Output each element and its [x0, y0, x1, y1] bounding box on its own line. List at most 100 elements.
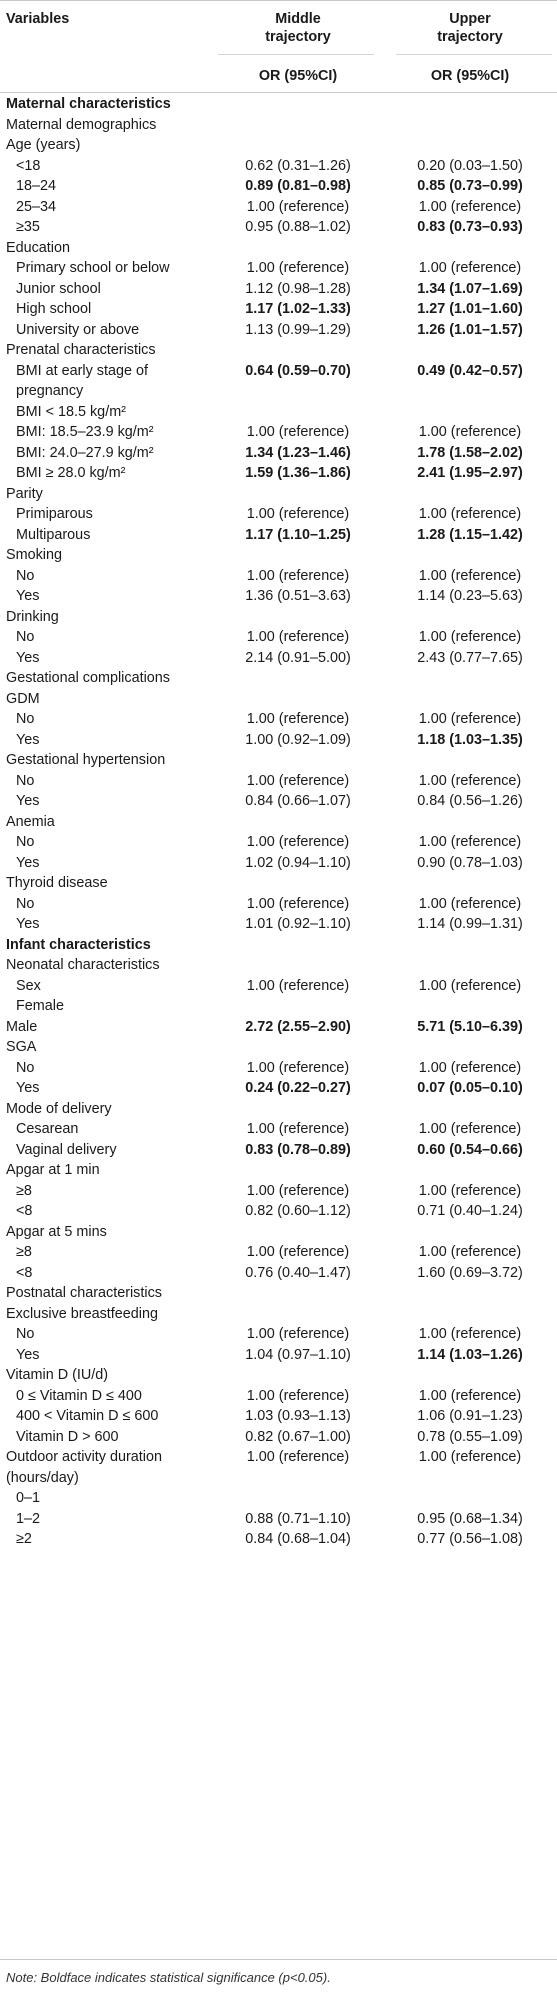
row-label: No — [16, 629, 35, 645]
row-label: SGA — [6, 1039, 37, 1055]
upper-or-value: 0.84 (0.56–1.26) — [417, 793, 523, 809]
row-label: Postnatal characteristics — [6, 1285, 162, 1301]
row-label-continued: Female — [16, 998, 64, 1014]
row-label: Sex — [16, 977, 41, 994]
row-label: Outdoor activity duration — [6, 1449, 162, 1465]
middle-or-value: 0.83 (0.78–0.89) — [245, 1141, 351, 1158]
row-label: ≥8 — [16, 1182, 32, 1199]
row-label: Parity — [6, 485, 43, 502]
row-label: 0 ≤ Vitamin D ≤ 400 — [16, 1387, 142, 1404]
middle-or-value: 2.72 (2.55–2.90) — [245, 1018, 351, 1035]
middle-or-value: 0.76 (0.40–1.47) — [245, 1264, 351, 1281]
header-upper-line1: Upper — [449, 11, 491, 27]
row-label: University or above — [16, 321, 140, 338]
upper-or-value: 1.00 (reference) — [418, 260, 522, 276]
upper-or-value: 0.49 (0.42–0.57) — [417, 362, 523, 379]
header-middle-or: OR (95%CI) — [258, 68, 338, 84]
section-heading: Infant characteristics — [6, 936, 151, 953]
upper-or-value: 0.60 (0.54–0.66) — [417, 1141, 523, 1158]
row-label: No — [16, 1326, 35, 1342]
upper-or-value: 2.41 (1.95–2.97) — [417, 465, 523, 481]
row-label: Age (years) — [6, 137, 81, 153]
middle-or-value: 1.59 (1.36–1.86) — [245, 465, 351, 481]
middle-or-value: 0.82 (0.67–1.00) — [245, 1428, 351, 1445]
row-label: Primary school or below — [16, 260, 170, 276]
section-heading: Maternal characteristics — [6, 96, 171, 112]
upper-or-value: 1.14 (0.99–1.31) — [417, 916, 523, 932]
row-label: BMI < 18.5 kg/m² — [16, 403, 126, 420]
middle-or-value: 1.00 (reference) — [246, 424, 350, 440]
row-label: 18–24 — [16, 178, 57, 194]
row-label: Yes — [16, 1346, 40, 1363]
row-label: Mode of delivery — [6, 1100, 112, 1117]
upper-or-value: 1.00 (reference) — [418, 1387, 522, 1404]
middle-or-value: 1.02 (0.94–1.10) — [245, 854, 351, 871]
header-middle-rule — [218, 54, 374, 55]
middle-or-value: 1.00 (reference) — [246, 772, 350, 789]
upper-or-value: 1.00 (reference) — [418, 506, 522, 522]
table-top-rule — [0, 0, 557, 1]
upper-or-value: 1.00 (reference) — [418, 1182, 522, 1199]
row-label: 1–2 — [16, 1510, 41, 1527]
upper-or-value: 5.71 (5.10–6.39) — [417, 1018, 523, 1035]
upper-or-value: 0.20 (0.03–1.50) — [417, 157, 523, 174]
row-label: Vitamin D > 600 — [16, 1428, 119, 1445]
middle-or-value: 0.64 (0.59–0.70) — [245, 362, 351, 379]
table-bottom-rule — [0, 1959, 557, 1960]
row-label: No — [16, 567, 35, 584]
row-label: Thyroid disease — [6, 875, 108, 891]
upper-or-value: 2.43 (0.77–7.65) — [417, 649, 523, 666]
header-variables: Variables — [6, 11, 70, 27]
middle-or-value: 0.88 (0.71–1.10) — [245, 1510, 351, 1527]
row-label: BMI: 18.5–23.9 kg/m² — [16, 424, 154, 440]
middle-or-value: 0.24 (0.22–0.27) — [245, 1080, 351, 1096]
row-label: <8 — [16, 1203, 33, 1219]
row-label: ≥8 — [16, 1244, 32, 1260]
middle-or-value: 1.36 (0.51–3.63) — [245, 588, 351, 604]
upper-or-value: 1.00 (reference) — [418, 895, 522, 912]
middle-or-value: 1.00 (reference) — [246, 1121, 350, 1137]
upper-or-value: 1.26 (1.01–1.57) — [417, 321, 523, 338]
row-label: BMI ≥ 28.0 kg/m² — [16, 465, 126, 481]
row-label: ≥35 — [16, 219, 40, 235]
row-label: Junior school — [16, 280, 101, 297]
upper-or-value: 1.00 (reference) — [418, 772, 522, 789]
row-label: Primiparous — [16, 506, 93, 522]
middle-or-value: 1.04 (0.97–1.10) — [245, 1346, 351, 1363]
upper-or-value: 0.83 (0.73–0.93) — [417, 219, 523, 235]
upper-or-value: 1.14 (1.03–1.26) — [417, 1346, 523, 1363]
upper-or-value: 1.14 (0.23–5.63) — [417, 588, 523, 604]
row-label: Yes — [16, 649, 40, 666]
middle-or-value: 1.03 (0.93–1.13) — [245, 1408, 351, 1424]
row-label: Exclusive breastfeeding — [6, 1305, 158, 1322]
row-label: Yes — [16, 916, 40, 932]
row-label: 0–1 — [16, 1490, 41, 1506]
row-label: Yes — [16, 793, 40, 809]
middle-or-value: 0.89 (0.81–0.98) — [245, 178, 351, 194]
middle-or-value: 0.95 (0.88–1.02) — [245, 219, 351, 235]
header-middle-line1: Middle — [275, 11, 321, 27]
upper-or-value: 1.18 (1.03–1.35) — [417, 731, 523, 748]
row-label: Prenatal characteristics — [6, 342, 156, 358]
middle-or-value: 1.00 (reference) — [246, 567, 350, 584]
upper-or-value: 0.77 (0.56–1.08) — [417, 1531, 523, 1547]
row-label: GDM — [6, 690, 40, 707]
row-label: BMI at early stage of — [16, 362, 148, 379]
row-label: Neonatal characteristics — [6, 957, 160, 973]
row-label: Apgar at 5 mins — [6, 1223, 107, 1240]
middle-or-value: 1.00 (reference) — [246, 1244, 350, 1260]
row-label: No — [16, 711, 35, 727]
middle-or-value: 0.82 (0.60–1.12) — [245, 1203, 351, 1219]
row-label: Apgar at 1 min — [6, 1162, 100, 1178]
middle-or-value: 1.00 (reference) — [246, 506, 350, 522]
middle-or-value: 1.00 (reference) — [246, 1326, 350, 1342]
middle-or-value: 1.00 (reference) — [246, 260, 350, 276]
upper-or-value: 1.28 (1.15–1.42) — [417, 526, 523, 543]
upper-or-value: 0.78 (0.55–1.09) — [417, 1428, 523, 1445]
middle-or-value: 1.00 (reference) — [246, 1387, 350, 1404]
upper-or-value: 0.71 (0.40–1.24) — [417, 1203, 523, 1219]
middle-or-value: 1.13 (0.99–1.29) — [245, 321, 351, 338]
row-label-continued: pregnancy — [16, 383, 84, 399]
row-label: 25–34 — [16, 198, 57, 215]
middle-or-value: 1.00 (reference) — [246, 977, 350, 994]
